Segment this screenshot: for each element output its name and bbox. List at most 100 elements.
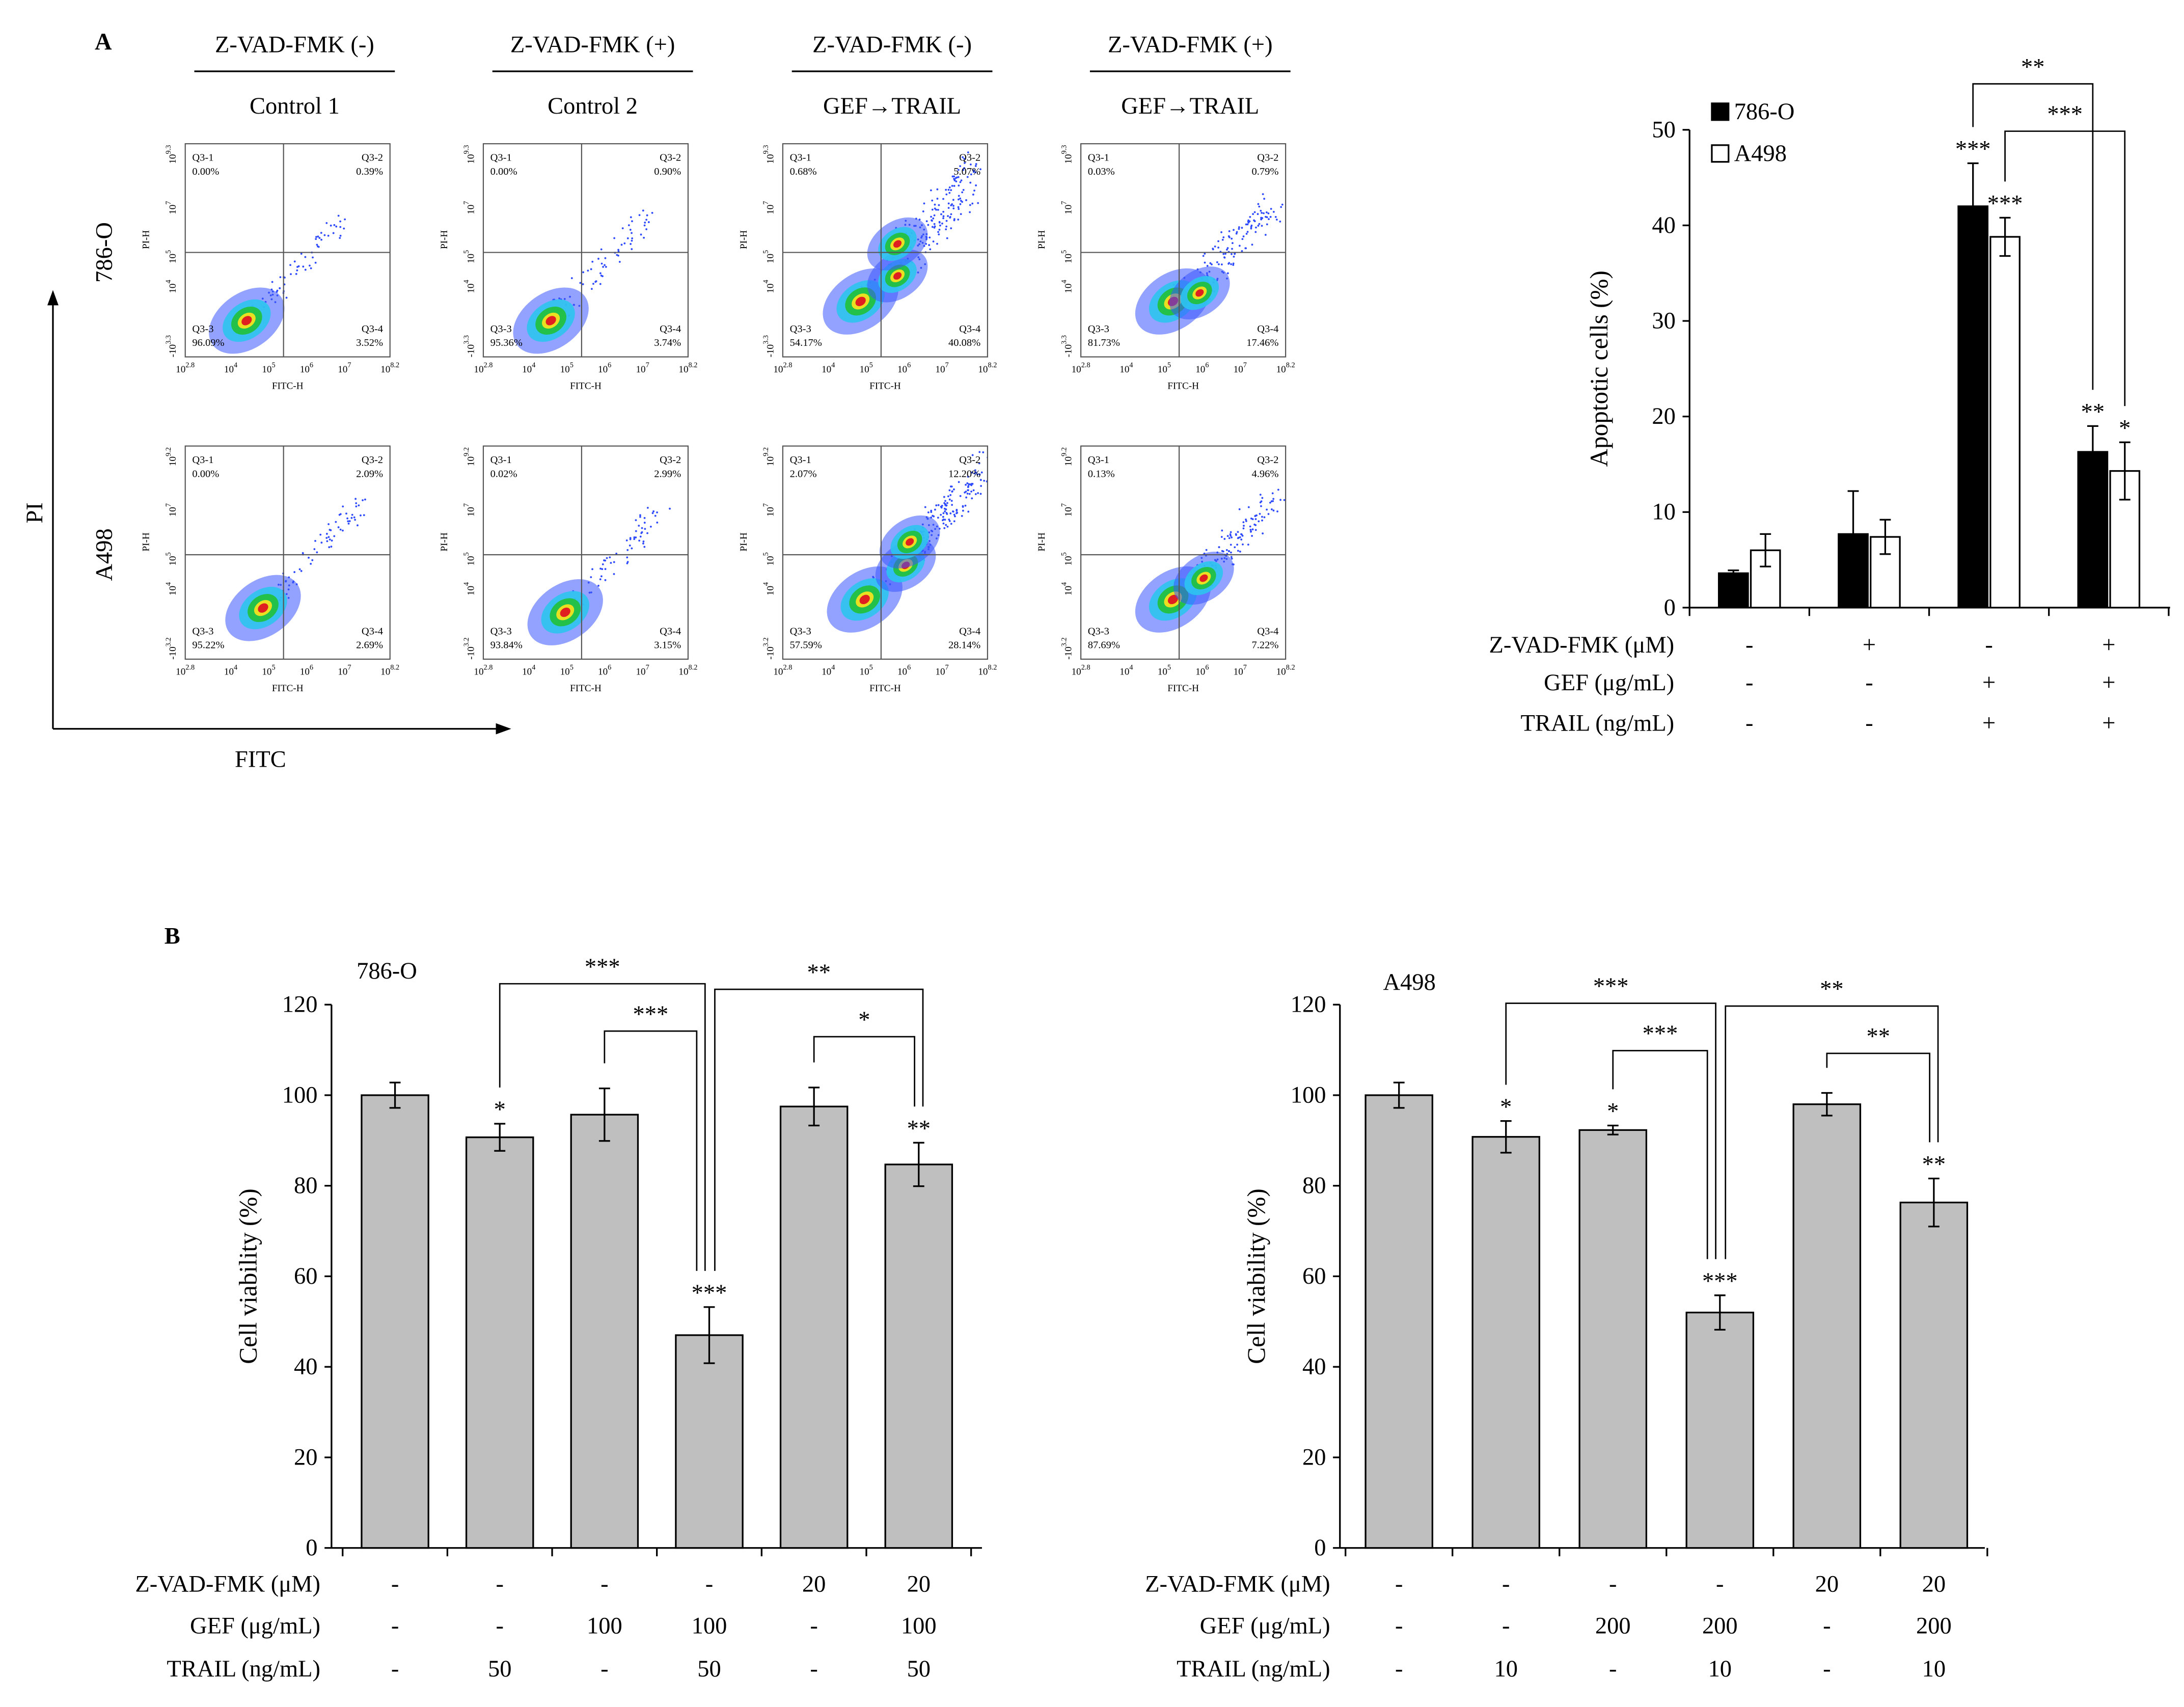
y-tick-label: 60 [294,1263,317,1289]
y-axis-label: Apoptotic cells (%) [1585,270,1613,467]
treatment-cell: 100 [692,1613,727,1639]
tick-label: 106 [300,361,313,375]
event-dot [971,497,973,500]
event-dot [1245,520,1247,522]
quadrant-name: Q3-2 [660,454,681,466]
tick-label: 105 [262,361,275,375]
plot-frame [1080,445,1287,660]
event-dot [601,568,604,571]
events [1135,193,1284,335]
event-dot [1257,203,1260,205]
event-dot [669,507,671,510]
event-dot [1267,513,1270,515]
event-dot [964,162,966,164]
quadrant-value: 0.90% [654,166,681,177]
event-dot [337,526,340,529]
event-dot [979,493,982,495]
tick-label: -103.2 [462,637,476,659]
event-dot [351,513,353,516]
quadrant-name: Q3-1 [490,454,512,466]
event-dot [1270,500,1273,502]
tick-label: 109.2 [462,447,476,466]
event-dot [1221,529,1223,532]
event-dot [975,184,977,186]
event-dot [1249,215,1251,218]
tick-label: 104 [822,361,835,375]
error-bar [598,1087,610,1142]
event-dot [646,214,648,216]
event-dot [933,214,936,216]
event-dot [320,541,323,544]
event-dot [357,524,359,527]
event-dot [643,517,646,519]
event-dot [959,197,962,200]
comparison-bracket [499,983,706,1271]
quadrant-value: 54.17% [790,337,822,348]
quadrant-value: 87.69% [1088,640,1120,651]
event-dot [1280,206,1282,208]
event-dot [644,222,646,224]
event-dot [935,504,938,506]
treatment-label: GEF (μg/mL) [1544,670,1674,696]
event-dot [1214,245,1216,248]
event-dot [1230,556,1233,558]
event-dot [1269,215,1272,218]
event-dot [967,475,969,478]
y-tick-label: 0 [306,1535,317,1561]
y-tick-label: 50 [1652,117,1675,143]
plot-frame [482,445,689,660]
density [241,316,252,326]
event-dot [944,519,946,521]
y-tick-label: 80 [294,1173,317,1199]
event-dot [953,513,956,516]
event-dot [967,151,969,154]
error-bar [1607,1124,1619,1135]
comparison-label: *** [1593,973,1629,999]
event-dot [333,535,336,537]
event-dot [602,275,604,278]
event-dot [1231,536,1233,538]
event-dot [599,578,602,581]
error-bar [1928,1177,1940,1228]
event-dot [966,176,969,178]
event-dot [1251,535,1253,537]
y-tick-label: 40 [294,1354,317,1380]
event-dot [592,283,594,285]
event-dot [1247,506,1250,508]
flow-plot: Q3-1 0.00% Q3-2 2.09% Q3-3 95.22% Q3-4 2.69% 102… [141,445,399,694]
event-dot [979,479,982,481]
event-dot [289,264,291,266]
plot-x-label: FITC-H [869,683,901,694]
event-dot [949,215,951,218]
treatment-cell: + [1982,670,1996,696]
plot-y-label: PI-H [739,230,749,249]
plot-x-label: FITC-H [272,683,304,694]
significance: * [1500,1094,1512,1120]
comparison-bracket [714,988,924,1271]
quadrant-name: Q3-4 [1257,626,1278,637]
event-dot [344,218,346,221]
quadrant-name: Q3-4 [660,626,681,637]
event-dot [310,267,312,269]
event-dot [1281,203,1284,206]
event-dot [347,520,349,523]
tick-label: 107 [636,663,649,677]
y-tick-label: 10 [1652,499,1675,525]
column-title: Control 1 [250,93,340,119]
event-dot [333,224,336,226]
tick-label: 109.2 [762,447,776,466]
event-dot [941,222,943,225]
event-dot [1242,543,1244,546]
quadrant-value: 95.36% [490,337,523,348]
flow-plot: Q3-1 0.03% Q3-2 0.79% Q3-3 81.73% Q3-4 17.46% 10… [1036,143,1295,392]
event-dot [951,510,954,512]
event-dot [348,520,351,522]
event-dot [966,493,969,495]
event-dot [1272,498,1275,500]
event-dot [932,217,935,220]
tick-label: -103.3 [165,335,178,357]
quadrant-value: 17.46% [1246,337,1278,348]
plot-y-label: PI-H [141,230,152,249]
event-dot [969,483,971,485]
event-dot [951,504,953,506]
